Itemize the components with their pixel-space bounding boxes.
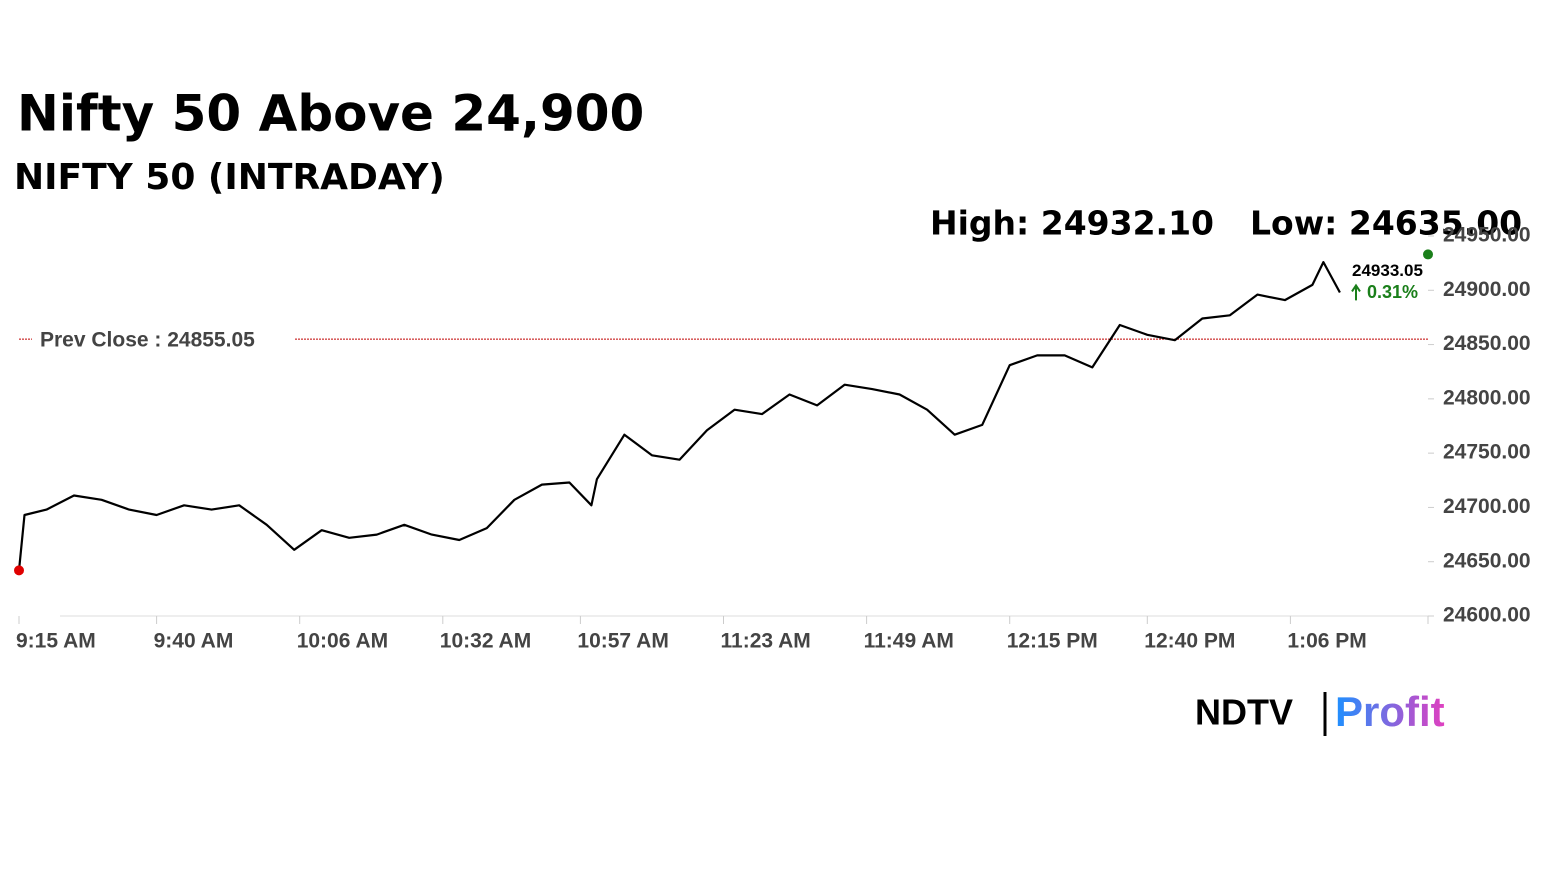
x-tick-label: 9:40 AM <box>154 630 234 653</box>
x-tick-label: 1:06 PM <box>1287 630 1366 653</box>
y-tick-label: 24700.00 <box>1443 495 1531 518</box>
chart-subtitle: NIFTY 50 (INTRADAY) <box>14 157 445 198</box>
brand-ndtv: NDTV <box>1195 692 1293 733</box>
y-tick-label: 24900.00 <box>1443 278 1531 301</box>
y-tick-label: 24850.00 <box>1443 332 1531 355</box>
chart-title: Nifty 50 Above 24,900 <box>17 85 644 143</box>
prev-close-label: Prev Close : 24855.05 <box>40 329 255 352</box>
x-tick-label: 9:15 AM <box>16 630 96 653</box>
prev-close-bg <box>32 325 294 354</box>
x-tick-label: 11:23 AM <box>721 630 811 653</box>
y-tick-label: 24950.00 <box>1443 224 1531 247</box>
up-arrow <box>1351 283 1361 301</box>
y-tick-label: 24650.00 <box>1443 549 1531 572</box>
low-label: Low: 24635.00 <box>1250 204 1522 243</box>
brand-profit: Profit <box>1335 688 1445 735</box>
y-tick-label: 24800.00 <box>1443 386 1531 409</box>
last-price-dot <box>1423 249 1433 260</box>
x-tick-label: 10:57 AM <box>577 630 668 653</box>
x-tick-label: 12:15 PM <box>1007 630 1098 653</box>
x-tick-label: 12:40 PM <box>1144 630 1235 653</box>
last-price-label: 24933.05 <box>1352 261 1423 280</box>
x-tick-label: 11:49 AM <box>864 630 954 653</box>
change-label: 0.31% <box>1367 282 1418 302</box>
y-tick-label: 24600.00 <box>1443 604 1531 627</box>
high-label: High: 24932.10 <box>930 204 1214 243</box>
open-dot <box>14 565 24 576</box>
x-tick-label: 10:32 AM <box>440 630 531 653</box>
x-tick-label: 10:06 AM <box>297 630 388 653</box>
price-line <box>17 261 1341 571</box>
y-tick-label: 24750.00 <box>1443 441 1531 464</box>
